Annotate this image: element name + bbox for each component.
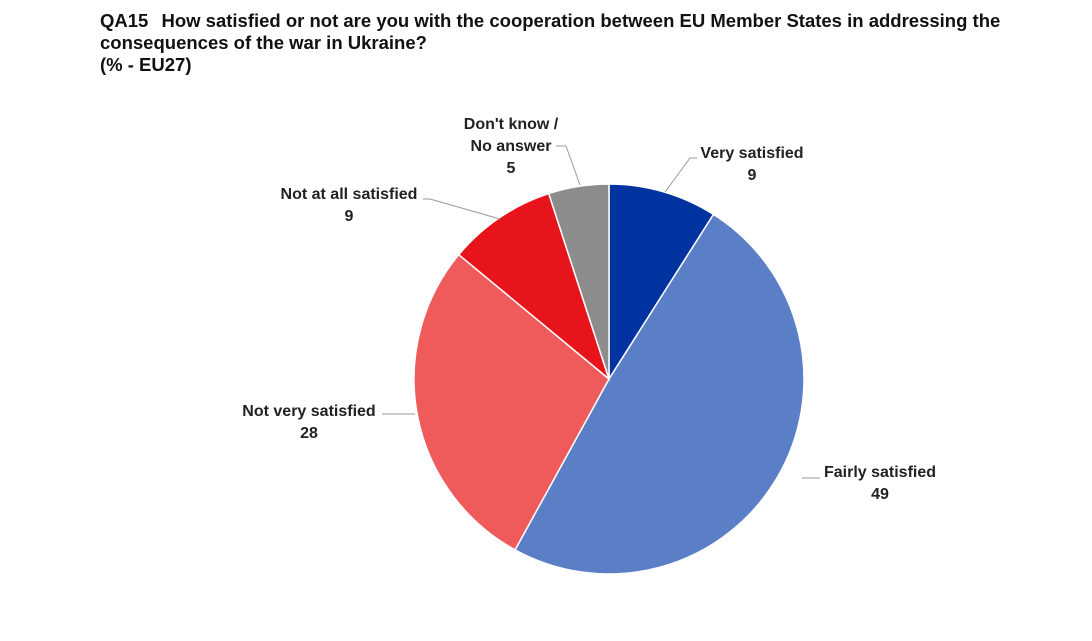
question-text-line1: How satisfied or not are you with the co…	[161, 10, 1001, 31]
slice-value-not-at-all-satisfied: 9	[345, 208, 354, 225]
leader-line-very-satisfied	[664, 157, 697, 193]
slice-value-very-satisfied: 9	[748, 167, 757, 184]
pie-slice-not-very-satisfied	[413, 253, 610, 551]
slice-label-don-t-know-no-answer-line1: Don't know /	[464, 116, 559, 133]
question-text-line2: consequences of the war in Ukraine?	[100, 32, 427, 53]
slice-labels: Very satisfied 9 Fairly satisfied 49 Not ver…	[242, 116, 936, 503]
question-id: QA15	[100, 10, 149, 31]
slice-label-don-t-know-no-answer-line2: No answer	[471, 138, 552, 155]
slice-label-not-at-all-satisfied: Not at all satisfied	[281, 186, 418, 203]
slice-label-fairly-satisfied: Fairly satisfied	[824, 464, 936, 481]
pie-slice-not-at-all-satisfied	[457, 192, 611, 382]
slice-value-fairly-satisfied: 49	[871, 486, 889, 503]
pie-slices	[413, 183, 805, 575]
slice-label-very-satisfied: Very satisfied	[700, 145, 803, 162]
pie-slice-don-t-know-no-answer	[547, 183, 610, 380]
leader-line-don-t-know-no-answer	[556, 145, 581, 186]
chart-subtitle: (% - EU27)	[100, 54, 192, 75]
leader-lines	[382, 145, 820, 479]
chart-title: QA15 How satisfied or not are you with t…	[100, 10, 1060, 76]
slice-value-don-t-know-no-answer: 5	[507, 160, 516, 177]
pie-slice-very-satisfied	[608, 183, 715, 382]
slice-value-not-very-satisfied: 28	[300, 425, 318, 442]
slice-label-not-very-satisfied: Not very satisfied	[242, 403, 375, 420]
leader-line-not-at-all-satisfied	[423, 198, 501, 220]
pie-slice-fairly-satisfied	[514, 213, 805, 575]
